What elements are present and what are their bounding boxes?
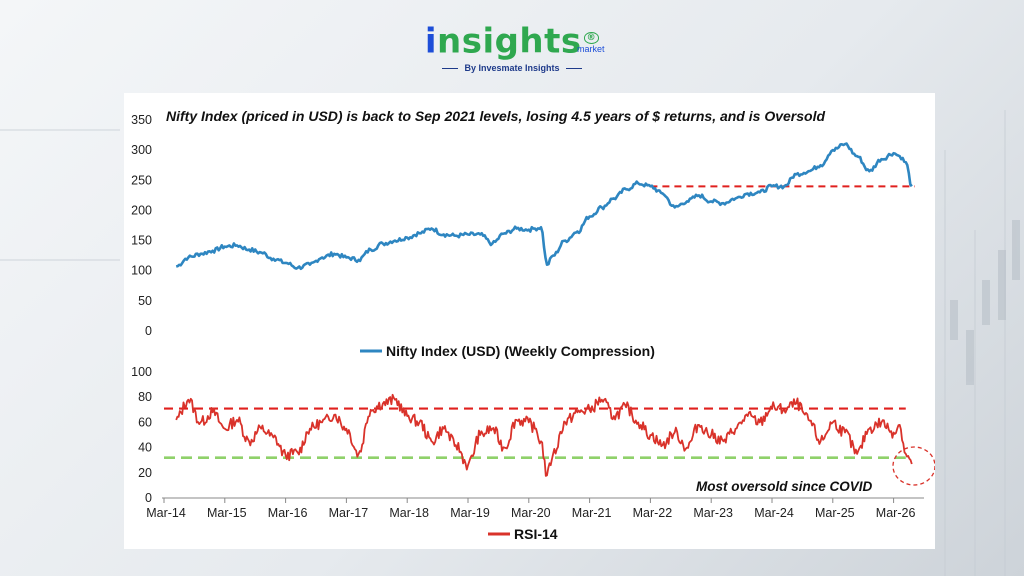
rsi-series-line: [175, 393, 913, 477]
nifty-ytick-label: 300: [131, 143, 152, 157]
rsi-ytick-label: 80: [138, 390, 152, 404]
nifty-ytick-label: 350: [131, 113, 152, 127]
x-tick-label: Mar-26: [876, 506, 916, 520]
x-tick-label: Mar-25: [815, 506, 855, 520]
rsi-ytick-label: 0: [145, 491, 152, 505]
x-tick-label: Mar-17: [329, 506, 369, 520]
x-tick-label: Mar-23: [693, 506, 733, 520]
nifty-ytick-label: 250: [131, 173, 152, 187]
oversold-annotation: Most oversold since COVID: [696, 479, 873, 494]
rsi-ytick-label: 60: [138, 415, 152, 429]
x-tick-label: Mar-15: [207, 506, 247, 520]
x-tick-label: Mar-24: [754, 506, 794, 520]
rsi-ytick-label: 20: [138, 466, 152, 480]
x-tick-label: Mar-20: [511, 506, 551, 520]
tagline-rule-left: [442, 68, 459, 70]
logo-tagline: By Invesmate Insights: [464, 63, 560, 73]
x-tick-label: Mar-22: [633, 506, 673, 520]
oversold-circle-marker: [892, 446, 935, 486]
rsi-ytick-label: 100: [131, 365, 152, 379]
rsi-legend-label: RSI-14: [514, 526, 558, 542]
logo-letters: nsights: [437, 21, 582, 62]
logo-wordmark: insights ®: [0, 18, 1024, 61]
tagline-rule-right: [565, 68, 582, 70]
x-tick-label: Mar-14: [146, 506, 186, 520]
chart-title: Nifty Index (priced in USD) is back to S…: [166, 108, 825, 124]
chart-panel: Nifty Index (priced in USD) is back to S…: [124, 93, 935, 549]
logo-letter-i: i: [424, 21, 437, 62]
chart-svg: Nifty Index (priced in USD) is back to S…: [131, 108, 935, 542]
nifty-ytick-label: 100: [131, 264, 152, 278]
nifty-series-line: [175, 142, 913, 271]
nifty-ytick-label: 200: [131, 203, 152, 217]
x-tick-label: Mar-19: [450, 506, 490, 520]
registered-icon: ®: [583, 32, 600, 44]
brand-logo: insights ®: [0, 18, 1024, 61]
nifty-ytick-label: 0: [145, 324, 152, 338]
x-tick-label: Mar-16: [268, 506, 308, 520]
rsi-ytick-label: 40: [138, 441, 152, 455]
x-tick-label: Mar-21: [572, 506, 612, 520]
x-tick-label: Mar-18: [389, 506, 429, 520]
nifty-legend-label: Nifty Index (USD) (Weekly Compression): [386, 343, 655, 359]
nifty-ytick-label: 50: [138, 294, 152, 308]
logo-subtitle: market: [577, 44, 605, 54]
logo-tagline-row: By Invesmate Insights: [0, 63, 1024, 73]
nifty-ytick-label: 150: [131, 234, 152, 248]
